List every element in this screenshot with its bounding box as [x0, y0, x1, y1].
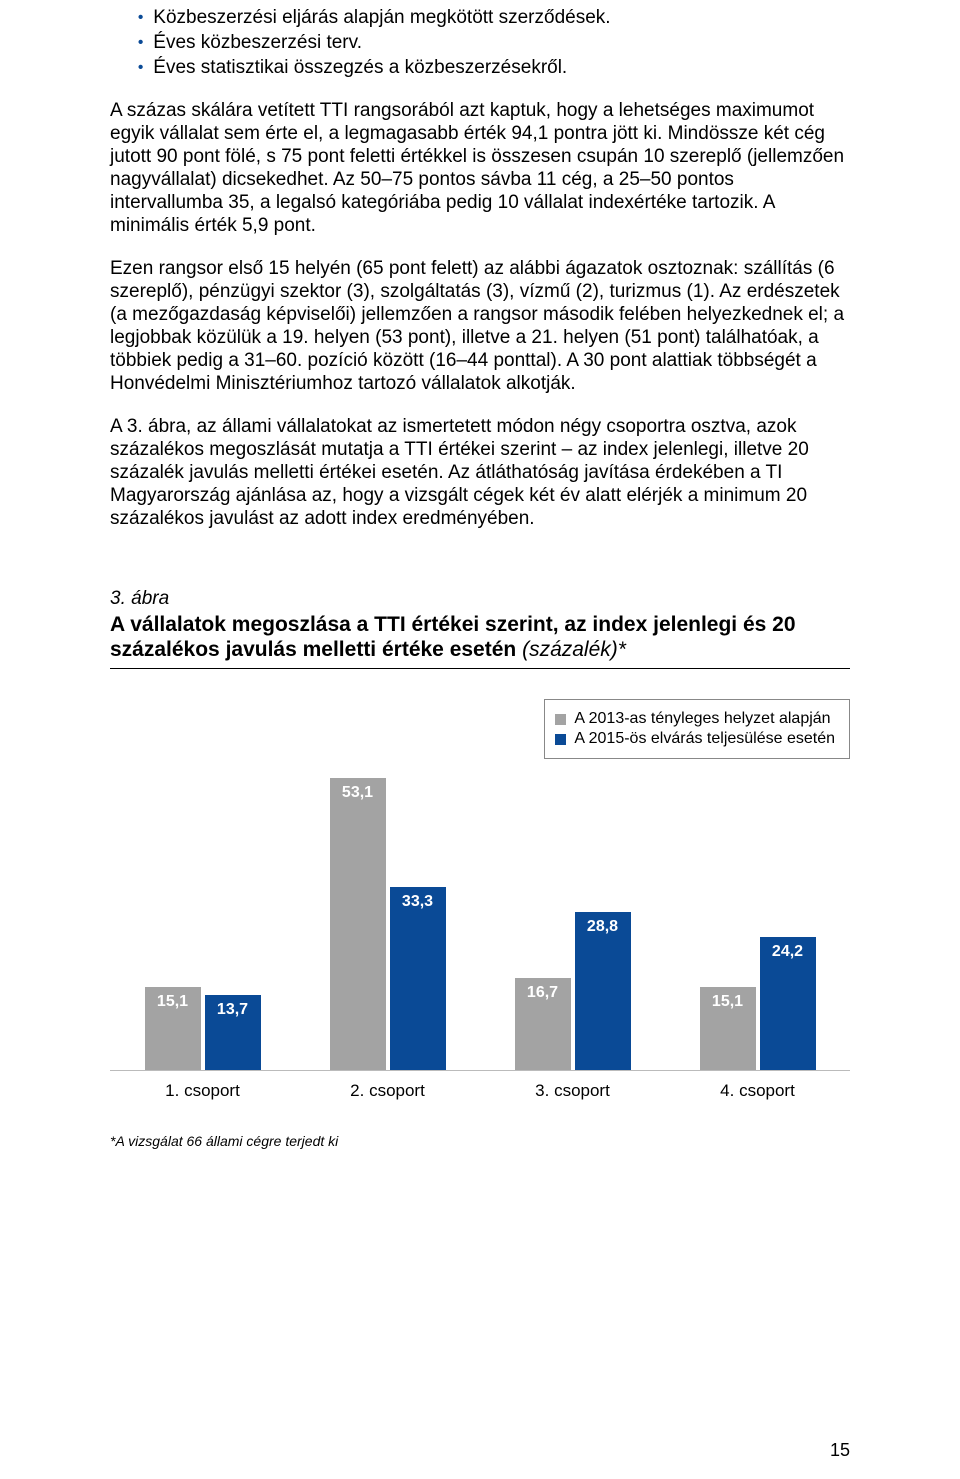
legend-swatch-icon: [555, 714, 566, 725]
body-paragraph: Ezen rangsor első 15 helyén (65 pont fel…: [110, 257, 850, 395]
bullet-dot-icon: •: [138, 56, 143, 79]
figure-block: 3. ábra A vállalatok megoszlása a TTI ér…: [110, 588, 850, 1149]
category-label: 3. csoport: [480, 1081, 665, 1101]
bar: 33,3: [390, 887, 446, 1070]
bullet-item: • Éves közbeszerzési terv.: [138, 31, 850, 54]
bar-value-label: 13,7: [205, 995, 261, 1019]
figure-title-bold: A vállalatok megoszlása a TTI értékei sz…: [110, 613, 796, 661]
bar: 28,8: [575, 912, 631, 1070]
bar-value-label: 53,1: [330, 778, 386, 802]
bar: 15,1: [700, 987, 756, 1070]
bullet-item: • Közbeszerzési eljárás alapján megkötöt…: [138, 6, 850, 29]
bullet-text: Éves közbeszerzési terv.: [153, 31, 362, 54]
chart-plot-area: 15,113,753,133,316,728,815,124,2: [110, 741, 850, 1071]
bullet-dot-icon: •: [138, 31, 143, 54]
bar-value-label: 33,3: [390, 887, 446, 911]
category-label: 4. csoport: [665, 1081, 850, 1101]
bar-group: 15,1 24,2: [665, 937, 850, 1070]
bullet-text: Éves statisztikai összegzés a közbeszerz…: [153, 56, 567, 79]
bar-group: 16,7 28,8: [480, 912, 665, 1070]
bar-value-label: 16,7: [515, 978, 571, 1002]
bar-chart: A 2013-as tényleges helyzet alapján A 20…: [110, 699, 850, 1109]
figure-divider: [110, 668, 850, 669]
bar-value-label: 24,2: [760, 937, 816, 961]
bar: 15,1: [145, 987, 201, 1070]
bar: 24,2: [760, 937, 816, 1070]
legend-label: A 2013-as tényleges helyzet alapján: [574, 710, 830, 728]
legend-item: A 2013-as tényleges helyzet alapján: [555, 710, 835, 728]
category-label: 2. csoport: [295, 1081, 480, 1101]
bar: 53,1: [330, 778, 386, 1070]
bar: 13,7: [205, 995, 261, 1070]
bar-group: 15,113,7: [110, 987, 295, 1070]
category-axis: 1. csoport 2. csoport 3. csoport 4. csop…: [110, 1081, 850, 1101]
bullet-item: • Éves statisztikai összegzés a közbesze…: [138, 56, 850, 79]
bullet-dot-icon: •: [138, 6, 143, 29]
page-number: 15: [830, 1440, 850, 1461]
bullet-list: • Közbeszerzési eljárás alapján megkötöt…: [138, 6, 850, 79]
body-paragraph: A 3. ábra, az állami vállalatokat az ism…: [110, 415, 850, 530]
bullet-text: Közbeszerzési eljárás alapján megkötött …: [153, 6, 610, 29]
bar: 16,7: [515, 978, 571, 1070]
figure-number: 3. ábra: [110, 588, 850, 610]
bar-group: 53,1 33,3: [295, 778, 480, 1070]
bar-value-label: 15,1: [700, 987, 756, 1011]
figure-title: A vállalatok megoszlása a TTI értékei sz…: [110, 612, 850, 662]
figure-footnote: *A vizsgálat 66 állami cégre terjedt ki: [110, 1133, 850, 1149]
body-paragraph: A százas skálára vetített TTI rangsorábó…: [110, 99, 850, 237]
bar-value-label: 15,1: [145, 987, 201, 1011]
category-label: 1. csoport: [110, 1081, 295, 1101]
figure-title-suffix: (százalék)*: [522, 638, 626, 661]
bar-value-label: 28,8: [575, 912, 631, 936]
